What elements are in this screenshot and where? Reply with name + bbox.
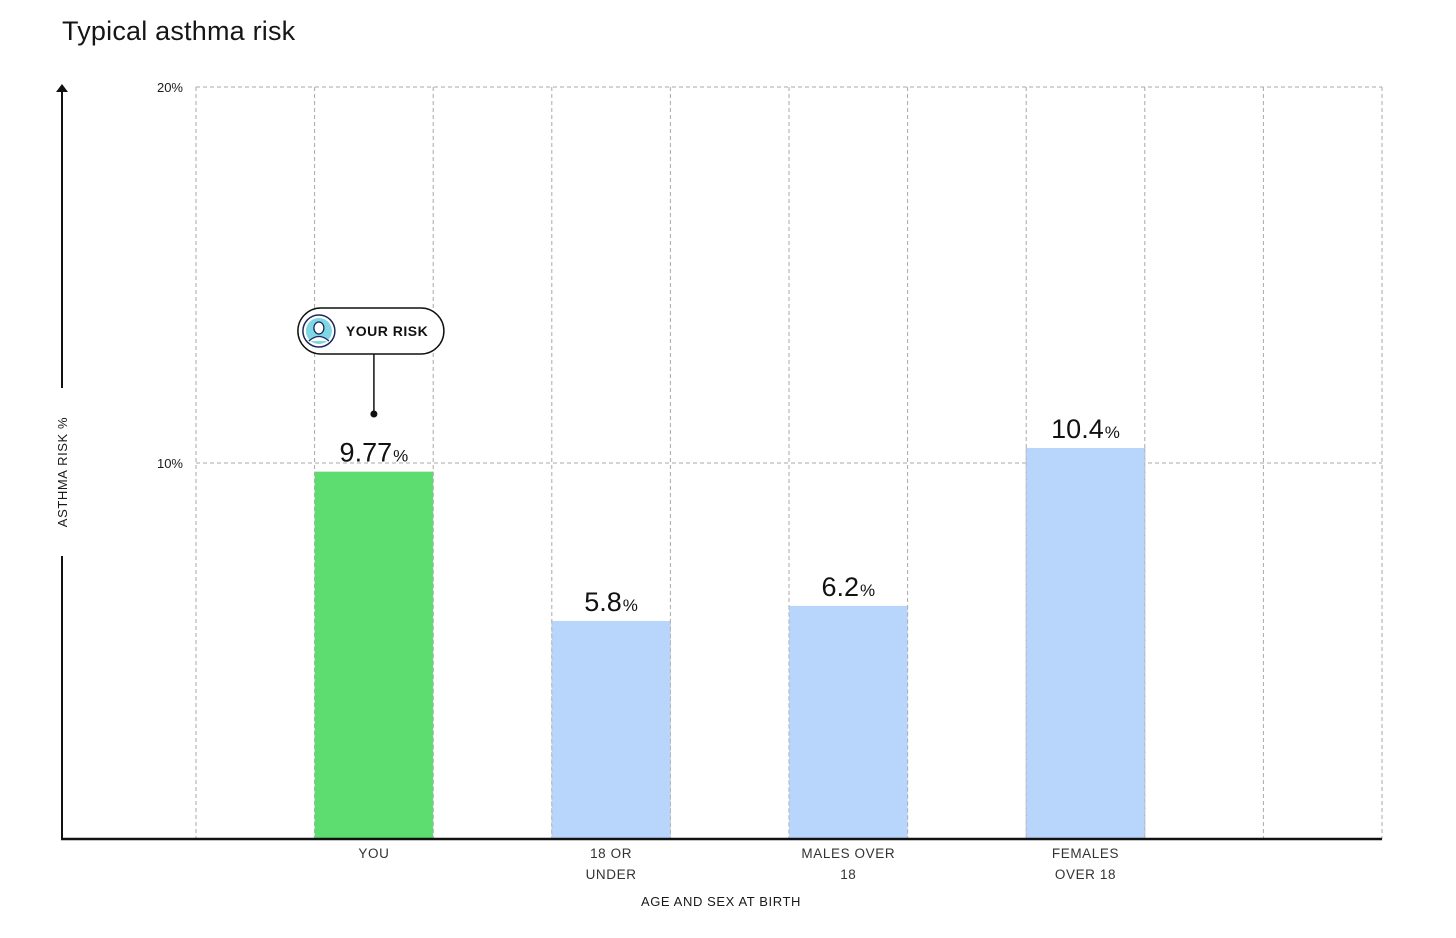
your-risk-callout: YOUR RISK <box>297 307 445 418</box>
y-axis-arrow <box>56 84 68 92</box>
bar-0 <box>314 471 434 839</box>
axes <box>56 84 1382 841</box>
callout-pill <box>297 307 445 355</box>
data-label: 6.2% <box>821 572 875 602</box>
x-tick-label: FEMALES <box>1052 846 1119 861</box>
y-tick-label: 10% <box>157 456 183 471</box>
y-axis-title: ASTHMA RISK % <box>55 417 70 527</box>
x-tick-label: YOU <box>358 846 389 861</box>
x-axis-title: AGE AND SEX AT BIRTH <box>641 894 801 909</box>
bar-1 <box>551 620 671 839</box>
avatar-head <box>313 321 325 335</box>
x-tick-label: 18 OR <box>590 846 632 861</box>
bar-3 <box>1026 447 1145 839</box>
x-tick-label: OVER 18 <box>1055 867 1116 882</box>
x-tick-label: UNDER <box>586 867 637 882</box>
user-avatar-icon <box>302 314 336 348</box>
y-tick-label: 20% <box>157 80 183 95</box>
x-tick-label: MALES OVER <box>801 846 895 861</box>
chart-title: Typical asthma risk <box>62 16 296 46</box>
labels: 10% 20% 9.77% YOU 5.8% 18 OR UNDER 6.2% MALES OV… <box>55 80 1120 909</box>
data-label: 5.8% <box>584 587 638 617</box>
bars <box>314 447 1146 839</box>
callout-label: YOUR RISK <box>346 323 428 339</box>
x-tick-label: 18 <box>840 867 856 882</box>
bar-2 <box>789 605 908 839</box>
data-label: 9.77% <box>340 438 409 468</box>
avatar-body <box>308 335 330 342</box>
data-label: 10.4% <box>1051 414 1120 444</box>
callout-pointer-dot <box>370 410 378 418</box>
